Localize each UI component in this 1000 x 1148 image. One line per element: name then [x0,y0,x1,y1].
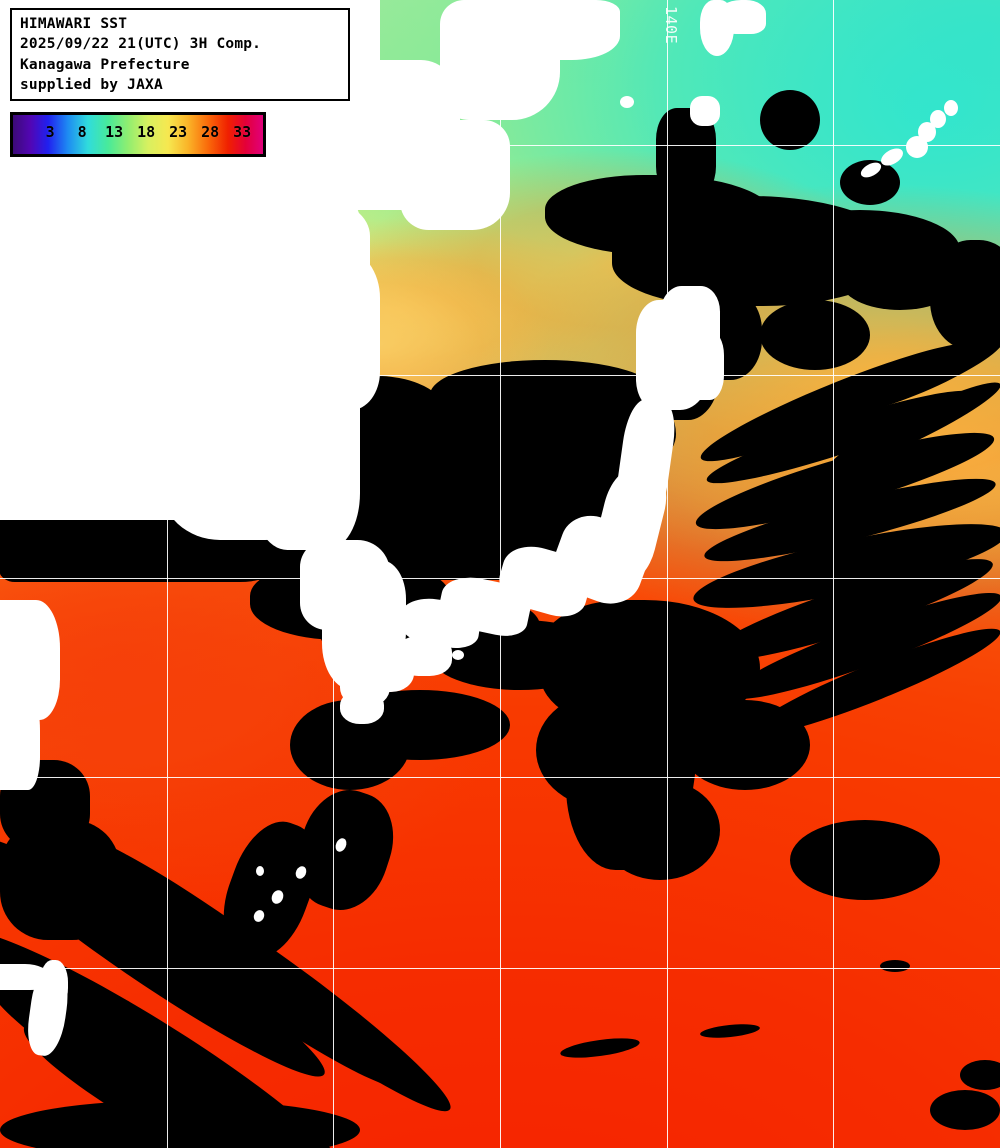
colorbar-tick-33: 33 [233,123,252,141]
grid-line-horizontal-40n [0,375,1000,376]
header-line-credit: supplied by JAXA [20,76,163,93]
colorbar-tick-8: 8 [77,123,87,141]
header-line-product: HIMAWARI SST [20,16,128,32]
grid-line-vertical [333,0,334,1148]
grid-line-horizontal [0,145,1000,146]
grid-line-vertical [833,0,834,1148]
grid-line-vertical-140e [667,0,668,1148]
grid-line-horizontal [0,968,1000,969]
colorbar-gradient [13,115,263,154]
colorbar-tick-28: 28 [201,123,220,141]
colorbar-tick-13: 13 [105,123,124,141]
colorbar-tick-23: 23 [169,123,188,141]
grid-line-horizontal [0,777,1000,778]
colorbar-tick-18: 18 [137,123,156,141]
grid-line-vertical [500,0,501,1148]
grid-line-horizontal [0,578,1000,579]
header-line-region: Kanagawa Prefecture [20,56,190,73]
colorbar-tick-labels: 3 8 13 18 23 28 33 [13,115,263,154]
sst-colorbar: 3 8 13 18 23 28 33 [10,112,266,157]
latitude-label-40n: 40N [10,351,39,369]
info-header-box: HIMAWARI SST 2025/09/22 21(UTC) 3H Comp.… [10,8,350,102]
grid-line-vertical [167,0,168,1148]
colorbar-tick-3: 3 [45,123,55,141]
header-line-datetime: 2025/09/22 21(UTC) 3H Comp. [20,36,262,53]
longitude-label-140e: 140E [662,6,680,45]
